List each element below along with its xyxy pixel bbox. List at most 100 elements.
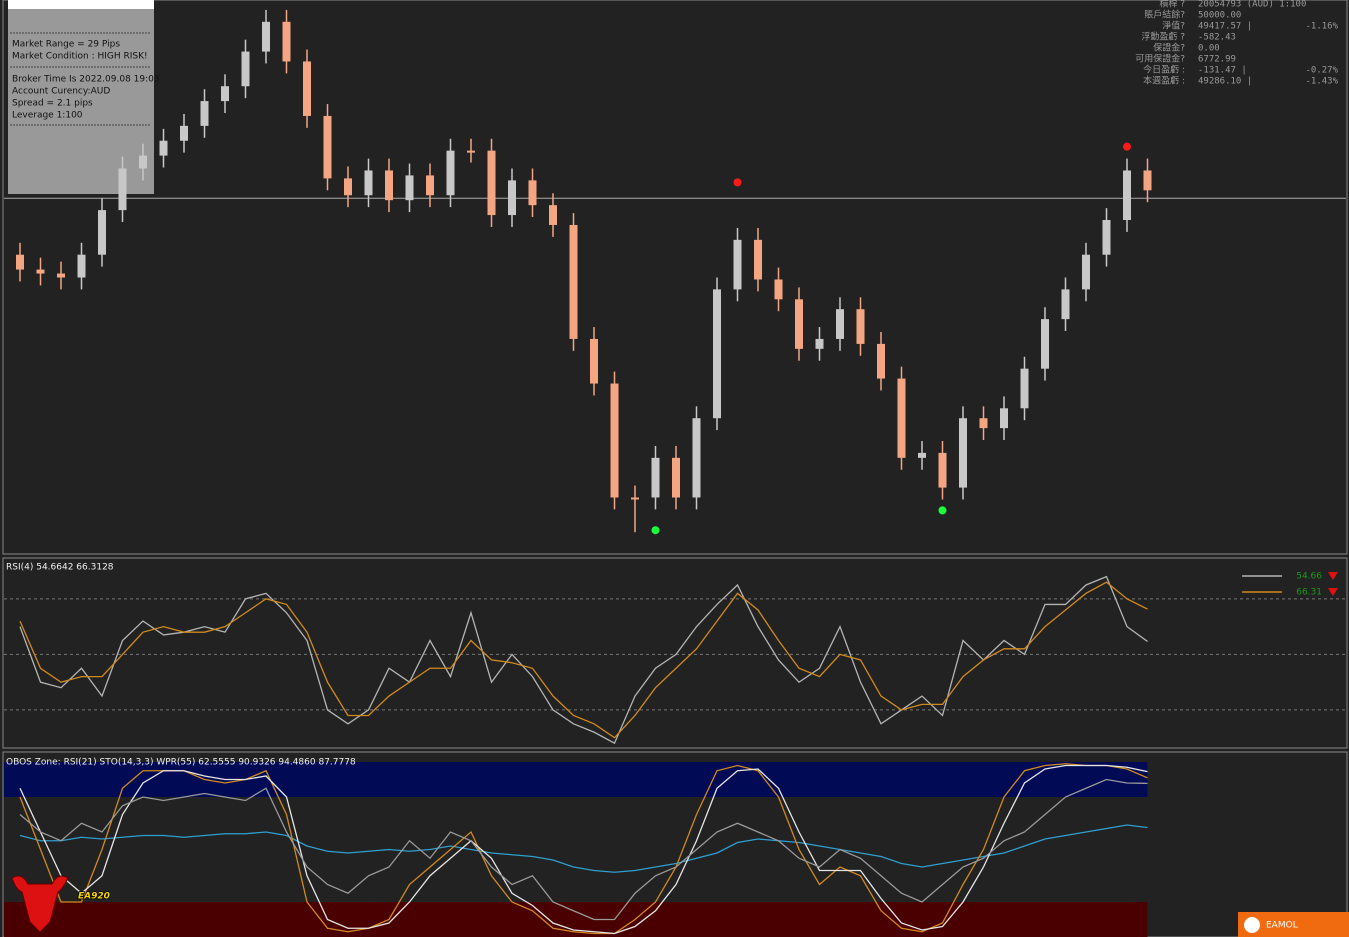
info-line: Market Range = 29 Pips	[12, 40, 120, 50]
candle-body	[877, 343, 885, 379]
candle-body	[364, 170, 373, 196]
candle-body	[1123, 170, 1131, 221]
account-percent: -1.43%	[1305, 77, 1338, 87]
candle-body	[959, 418, 967, 488]
account-value: 0.00	[1198, 44, 1220, 54]
candle-body	[180, 125, 188, 141]
signal-dot	[651, 526, 660, 535]
main-panel	[2, 0, 1348, 555]
obos-panel	[2, 751, 1348, 937]
candle-body	[856, 309, 865, 344]
account-label: 賬戶結餘?	[1144, 9, 1185, 21]
indicator-line	[19, 581, 1148, 739]
legend-value: 66.31	[1296, 588, 1322, 598]
logo-right: EAMOL	[1266, 921, 1298, 931]
candle-body	[1143, 170, 1152, 191]
down-arrow	[1328, 572, 1338, 580]
candle-body	[733, 239, 742, 290]
candle-body	[692, 418, 701, 498]
candle-body	[57, 273, 65, 278]
candle-body	[426, 175, 434, 196]
indicator-title: RSI(4) 54.6642 66.3128	[6, 563, 114, 573]
candle-body	[282, 21, 291, 62]
candle-body	[528, 180, 537, 206]
candle-body	[200, 101, 209, 126]
candle-body	[241, 51, 250, 87]
account-value: 49417.57 |	[1198, 22, 1252, 32]
candle-body	[713, 289, 721, 419]
candle-body	[774, 279, 783, 300]
candle-body	[897, 378, 906, 458]
candle-body	[754, 239, 762, 280]
info-box	[8, 9, 154, 194]
logo-left: EA920	[78, 892, 110, 902]
candle-body	[323, 115, 332, 179]
bull-icon	[11, 875, 69, 933]
candle-body	[569, 224, 578, 339]
info-line: Account Curency:AUD	[12, 87, 110, 97]
indicator-line	[19, 763, 1148, 935]
candle-body	[467, 150, 475, 153]
candle-body	[610, 383, 619, 498]
candle-body	[631, 497, 639, 500]
candle-body	[1061, 289, 1070, 320]
indicator-line	[19, 778, 1148, 921]
info-line: Market Condition : HIGH RISK!	[12, 52, 148, 62]
account-label: 浮動盈虧 ?	[1141, 31, 1185, 43]
candle-body	[1000, 408, 1008, 429]
account-label: 本週盈虧 :	[1143, 75, 1185, 87]
candle-body	[508, 180, 516, 216]
candle-body	[405, 175, 414, 201]
info-header	[8, 0, 154, 9]
account-value: 50000.00	[1198, 11, 1241, 21]
candle-body	[918, 452, 926, 458]
account-value: 6772.99	[1198, 55, 1236, 65]
candle-body	[262, 21, 270, 52]
zone	[4, 902, 1148, 937]
candle-body	[815, 338, 824, 349]
candle-body	[590, 338, 598, 384]
candle-body	[446, 150, 455, 196]
account-label: 槓桿 ?	[1159, 0, 1185, 10]
candle-body	[1020, 368, 1029, 409]
account-percent: -1.16%	[1305, 22, 1338, 32]
account-value: -131.47 |	[1198, 66, 1247, 76]
candle-body	[221, 86, 229, 102]
indicator-title: OBOS Zone: RSI(21) STO(14,3,3) WPR(55) 6…	[6, 758, 356, 768]
candle-body	[1082, 254, 1090, 290]
account-value: 20054793 (AUD) 1:100	[1198, 0, 1306, 10]
account-label: 今日盈虧 :	[1143, 64, 1185, 76]
logo-right-icon	[1244, 917, 1260, 933]
candle-body	[303, 61, 311, 116]
candle-body	[938, 452, 947, 488]
candle-body	[979, 418, 988, 429]
candle-body	[98, 210, 106, 255]
candle-body	[549, 205, 557, 225]
candle-body	[836, 309, 844, 339]
legend-value: 54.66	[1296, 572, 1322, 582]
candle-body	[795, 299, 803, 349]
signal-dot	[733, 178, 742, 187]
account-value: -582.43	[1198, 33, 1236, 43]
rsi-panel	[2, 557, 1348, 749]
candle-body	[651, 457, 660, 498]
candle-body	[1102, 220, 1111, 255]
down-arrow	[1328, 588, 1338, 596]
account-percent: -0.27%	[1305, 66, 1338, 76]
indicator-line	[19, 824, 1148, 873]
signal-dot	[938, 506, 947, 515]
candle-body	[159, 140, 168, 156]
account-value: 49286.10 |	[1198, 77, 1252, 87]
account-label: 淨值?	[1162, 20, 1185, 32]
zone	[4, 762, 1148, 797]
indicator-line	[19, 575, 1148, 745]
candle-body	[36, 269, 45, 274]
candle-body	[344, 178, 352, 196]
candle-body	[77, 254, 86, 278]
account-label: 保證金?	[1153, 42, 1185, 54]
candle-body	[487, 150, 496, 216]
signal-dot	[1123, 142, 1131, 151]
candle-body	[385, 170, 393, 201]
indicator-line	[19, 764, 1148, 935]
